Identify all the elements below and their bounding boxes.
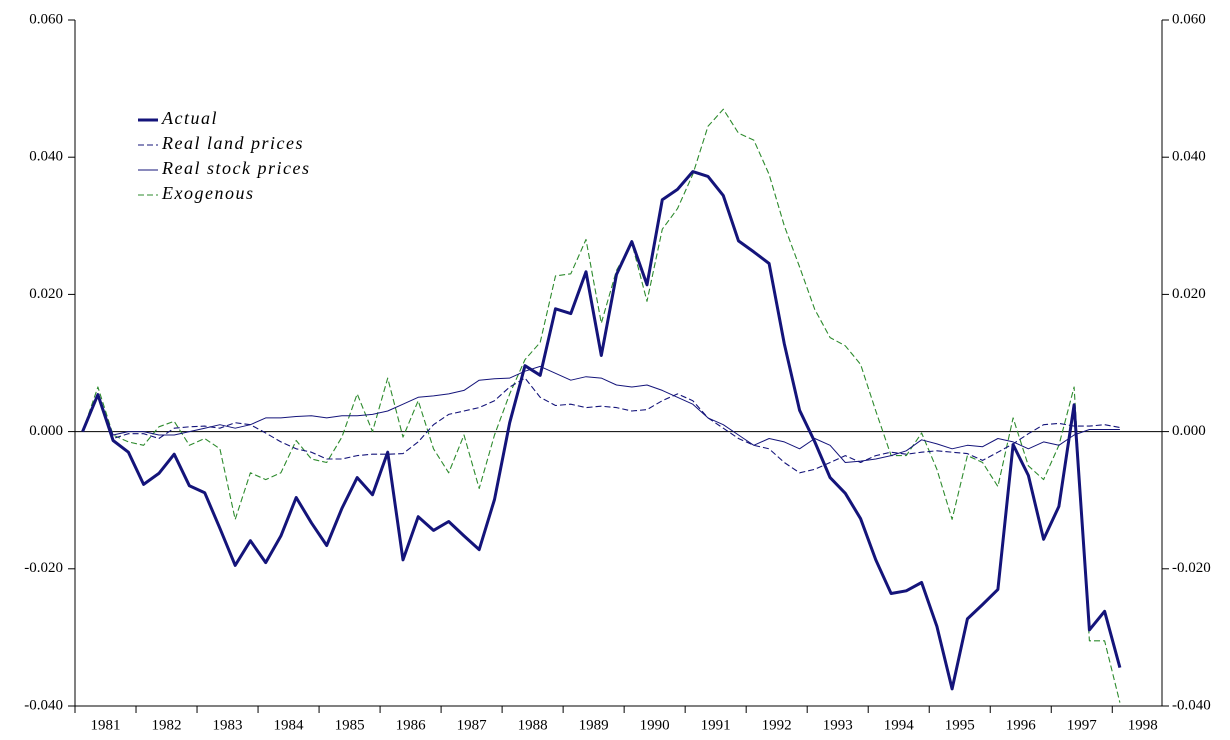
x-tick-label: 1991 — [701, 717, 731, 733]
y-tick-label: -0.020 — [24, 560, 63, 576]
x-tick-label: 1983 — [213, 717, 243, 733]
x-tick-label: 1998 — [1128, 717, 1158, 733]
y2-tick-label: 0.040 — [1172, 149, 1206, 165]
series-line — [82, 365, 1120, 463]
x-tick-label: 1995 — [945, 717, 975, 733]
y-tick-label: 0.060 — [29, 11, 63, 27]
y-tick-label: 0.040 — [29, 149, 63, 165]
legend-label: Real land prices — [161, 133, 304, 153]
y2-tick-label: 0.020 — [1172, 286, 1206, 302]
x-tick-label: 1993 — [823, 717, 853, 733]
x-tick-label: 1986 — [396, 717, 427, 733]
x-tick-label: 1996 — [1006, 717, 1037, 733]
x-tick-label: 1989 — [579, 717, 609, 733]
x-tick-label: 1982 — [152, 717, 182, 733]
legend-label: Real stock prices — [161, 158, 310, 178]
y2-tick-label: -0.040 — [1172, 697, 1211, 713]
x-tick-label: 1987 — [457, 717, 488, 733]
x-tick-label: 1994 — [884, 717, 915, 733]
series-line — [82, 377, 1120, 474]
y-tick-label: -0.040 — [24, 697, 63, 713]
x-tick-label: 1984 — [274, 717, 305, 733]
series-line — [81, 170, 1122, 691]
series-line — [82, 108, 1121, 703]
x-tick-label: 1981 — [91, 717, 121, 733]
x-tick-label: 1988 — [518, 717, 548, 733]
x-tick-label: 1985 — [335, 717, 365, 733]
x-tick-label: 1992 — [762, 717, 792, 733]
x-tick-label: 1997 — [1067, 717, 1098, 733]
legend-label: Actual — [161, 108, 218, 128]
x-tick-label: 1990 — [640, 717, 670, 733]
legend-label: Exogenous — [161, 183, 254, 203]
y2-tick-label: 0.000 — [1172, 423, 1206, 439]
y-tick-label: 0.020 — [29, 286, 63, 302]
y-tick-label: 0.000 — [29, 423, 63, 439]
y2-tick-label: 0.060 — [1172, 11, 1206, 27]
y2-tick-label: -0.020 — [1172, 560, 1211, 576]
